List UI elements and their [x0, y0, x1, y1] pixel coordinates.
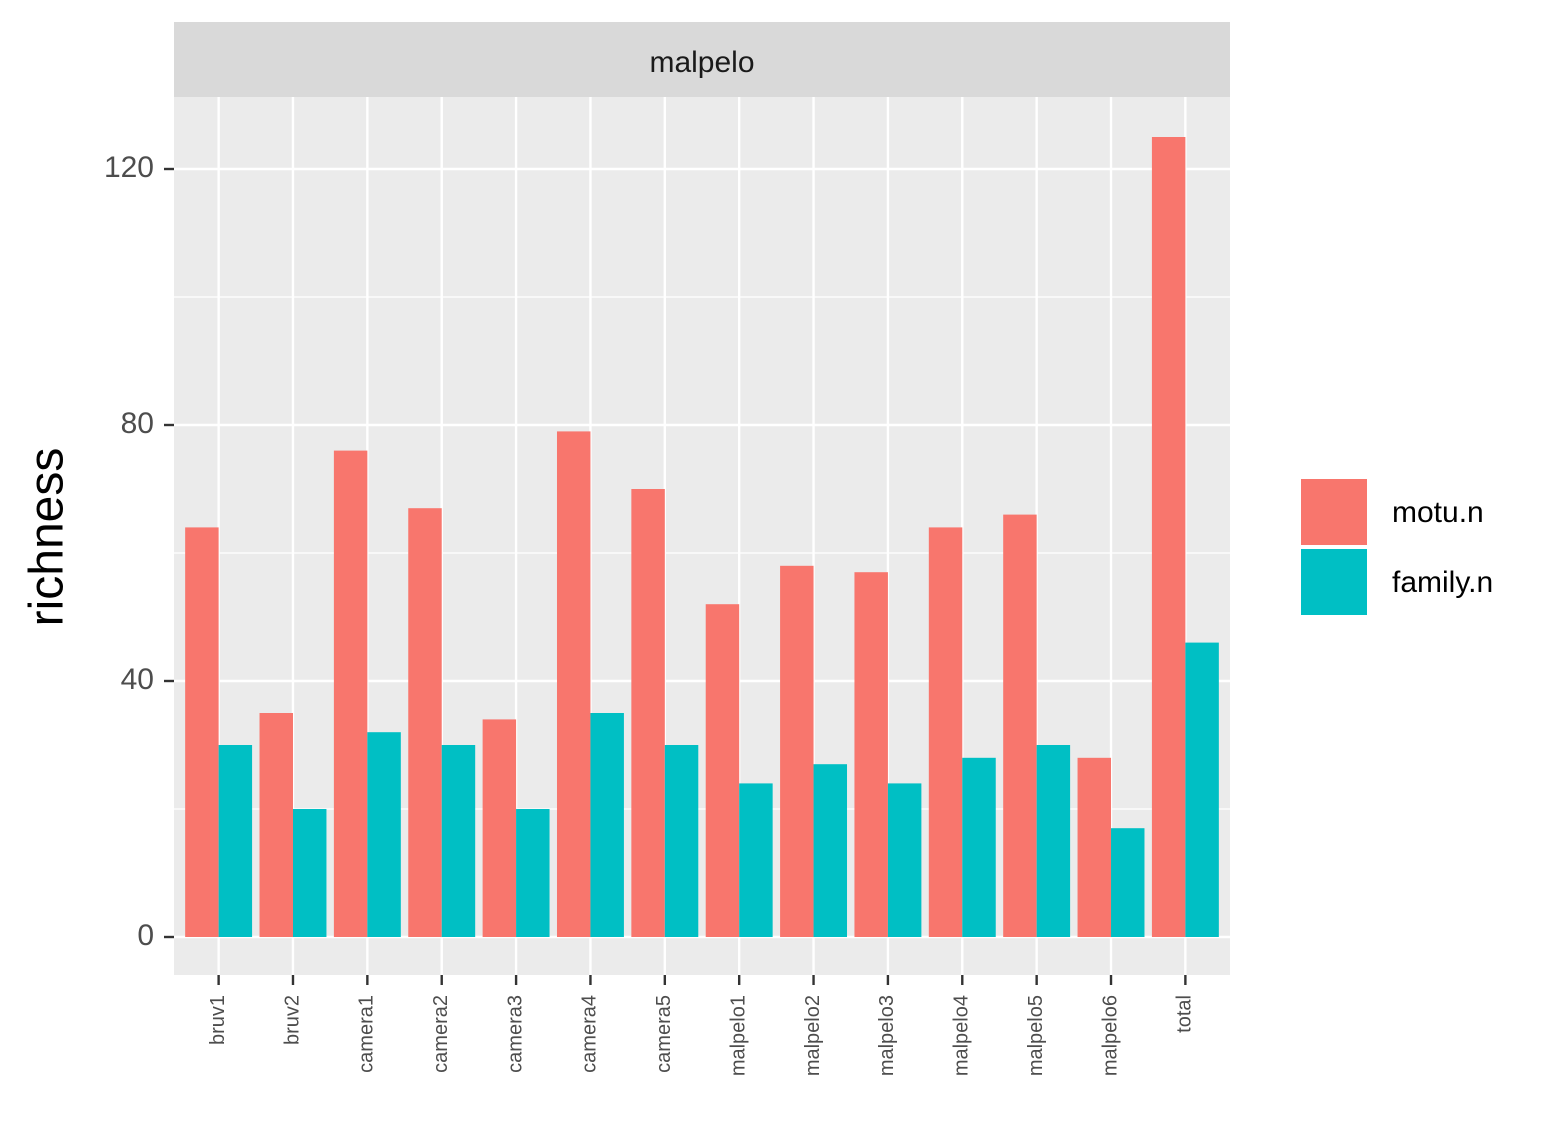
y-tick-label: 40 [121, 663, 154, 696]
bar-motu-n [408, 508, 442, 937]
x-tick-label: camera2 [430, 995, 452, 1073]
bar-motu-n [482, 719, 517, 937]
panel-background [174, 97, 1230, 975]
bar-family-n [664, 745, 699, 937]
bar-family-n [887, 783, 922, 937]
bar-motu-n [780, 565, 814, 937]
bar-motu-n [1077, 757, 1112, 937]
bar-family-n [367, 732, 401, 937]
legend: motu.n family.n [1301, 479, 1493, 615]
bar-motu-n [333, 450, 368, 937]
bar-family-n [218, 745, 253, 937]
y-tick-label: 80 [121, 407, 154, 440]
legend-key-motu-n [1301, 479, 1367, 545]
bar-motu-n [259, 713, 293, 937]
bar-family-n [292, 809, 327, 937]
bar-motu-n [854, 572, 888, 937]
bar-motu-n [705, 604, 740, 937]
x-tick-label: camera1 [356, 995, 378, 1073]
legend-key-family-n [1301, 549, 1367, 615]
bar-family-n [1036, 745, 1071, 937]
y-axis-title: richness [21, 448, 74, 627]
bar-family-n [813, 764, 848, 937]
x-tick-label: malpelo4 [951, 995, 973, 1076]
y-tick-label: 0 [137, 919, 154, 952]
x-tick-label: malpelo3 [876, 995, 898, 1076]
legend-label: family.n [1392, 566, 1493, 599]
bar-family-n [1111, 828, 1145, 937]
y-tick-label: 120 [104, 151, 154, 184]
bar-family-n [962, 757, 996, 937]
bar-motu-n [185, 527, 219, 937]
bar-motu-n [1003, 514, 1037, 937]
x-axis: bruv1 bruv2 camera1 camera2 camera3 camera4 ca… [207, 975, 1196, 1076]
bars [185, 137, 1219, 937]
bar-family-n [739, 783, 773, 937]
x-tick-label: bruv1 [207, 995, 229, 1045]
bar-motu-n [556, 431, 591, 937]
x-tick-label: camera4 [579, 995, 601, 1073]
x-tick-label: camera5 [653, 995, 675, 1073]
x-tick-label: malpelo1 [727, 995, 749, 1076]
y-axis: 0 40 80 120 [104, 151, 174, 952]
bar-motu-n [1151, 137, 1186, 937]
x-tick-label: malpelo6 [1099, 995, 1121, 1076]
x-tick-label: bruv2 [281, 995, 303, 1045]
bar-family-n [1185, 642, 1219, 937]
legend-label: motu.n [1392, 496, 1484, 529]
bar-family-n [441, 745, 476, 937]
bar-motu-n [631, 489, 665, 937]
bar-motu-n [928, 527, 963, 937]
x-tick-label: camera3 [504, 995, 526, 1073]
bar-family-n [516, 809, 550, 937]
bar-family-n [590, 713, 624, 937]
x-tick-label: total [1174, 995, 1196, 1033]
facet-strip [174, 22, 1230, 97]
x-tick-label: malpelo2 [802, 995, 824, 1076]
facet-strip-label: malpelo [649, 46, 754, 79]
x-tick-label: malpelo5 [1025, 995, 1047, 1076]
